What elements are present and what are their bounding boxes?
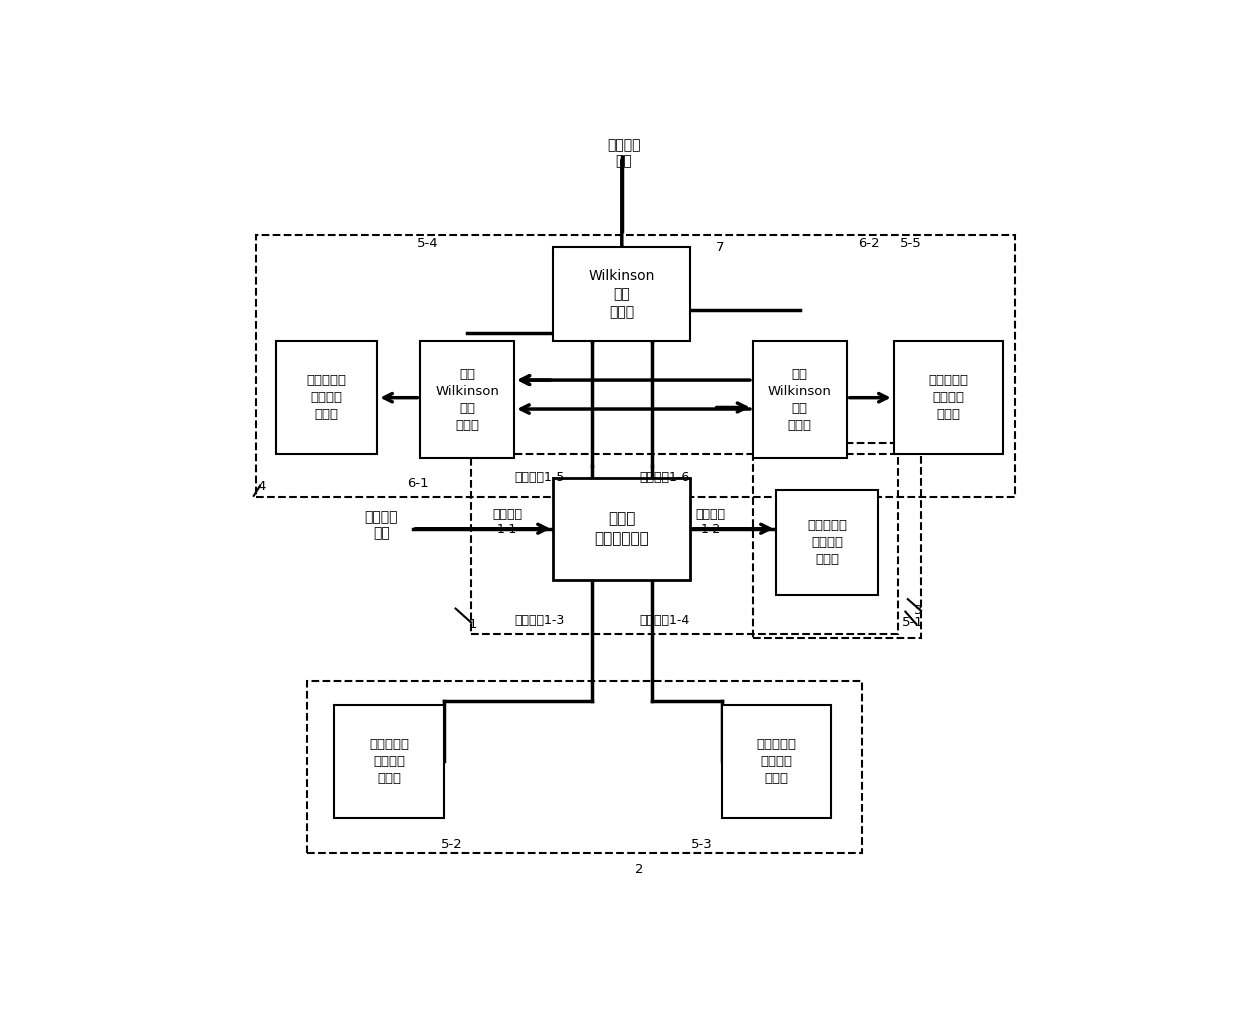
Text: 第一间接式
微波功率
传感器: 第一间接式 微波功率 传感器	[807, 519, 847, 566]
Text: 3: 3	[914, 605, 923, 618]
Text: 参考信号
输入: 参考信号 输入	[608, 138, 641, 169]
Text: 第六端口1-6: 第六端口1-6	[640, 470, 689, 484]
Text: 第一
Wilkinson
功率
合成器: 第一 Wilkinson 功率 合成器	[435, 368, 500, 432]
Bar	[308, 682, 862, 853]
Bar	[553, 478, 691, 579]
Text: 第二
Wilkinson
功率
合成器: 第二 Wilkinson 功率 合成器	[768, 368, 832, 432]
Bar	[275, 341, 377, 454]
Text: Wilkinson
功率
分配器: Wilkinson 功率 分配器	[589, 268, 655, 319]
Text: 第五端口1-5: 第五端口1-5	[515, 470, 564, 484]
Text: 第四端口1-4: 第四端口1-4	[640, 614, 689, 627]
Text: 第三端口1-3: 第三端口1-3	[515, 614, 564, 627]
Text: 2: 2	[635, 864, 644, 877]
Text: 待测信号
输入: 待测信号 输入	[365, 510, 398, 539]
Bar	[753, 341, 847, 458]
Text: 7: 7	[715, 241, 724, 254]
Bar	[471, 454, 898, 634]
Bar	[335, 705, 444, 818]
Text: 第二间接式
微波功率
传感器: 第二间接式 微波功率 传感器	[370, 738, 409, 785]
Text: 5-4: 5-4	[418, 237, 439, 250]
Text: 6-2: 6-2	[858, 237, 879, 250]
Text: 6-1: 6-1	[407, 477, 429, 490]
Text: 第三间接式
微波功率
传感器: 第三间接式 微波功率 传感器	[756, 738, 796, 785]
Bar	[753, 443, 921, 638]
Text: 5-3: 5-3	[691, 838, 713, 851]
Bar	[722, 705, 831, 818]
Text: 第一端口
1-1: 第一端口 1-1	[492, 508, 522, 536]
Bar	[420, 341, 515, 458]
Text: 4: 4	[258, 480, 265, 493]
Text: 第四间接式
微波功率
传感器: 第四间接式 微波功率 传感器	[306, 374, 346, 422]
Bar	[776, 490, 878, 595]
Bar	[553, 247, 691, 341]
Text: 第五间接式
微波功率
传感器: 第五间接式 微波功率 传感器	[929, 374, 968, 422]
Text: 第二端口
1-2: 第二端口 1-2	[696, 508, 725, 536]
Text: 5-5: 5-5	[900, 237, 921, 250]
Text: 六端口
悬臂梁耦合器: 六端口 悬臂梁耦合器	[594, 511, 650, 547]
Bar	[257, 236, 1014, 498]
Text: 5-2: 5-2	[440, 838, 463, 851]
Bar	[894, 341, 1003, 454]
Text: 5-1: 5-1	[903, 616, 924, 629]
Text: 1: 1	[469, 618, 477, 631]
